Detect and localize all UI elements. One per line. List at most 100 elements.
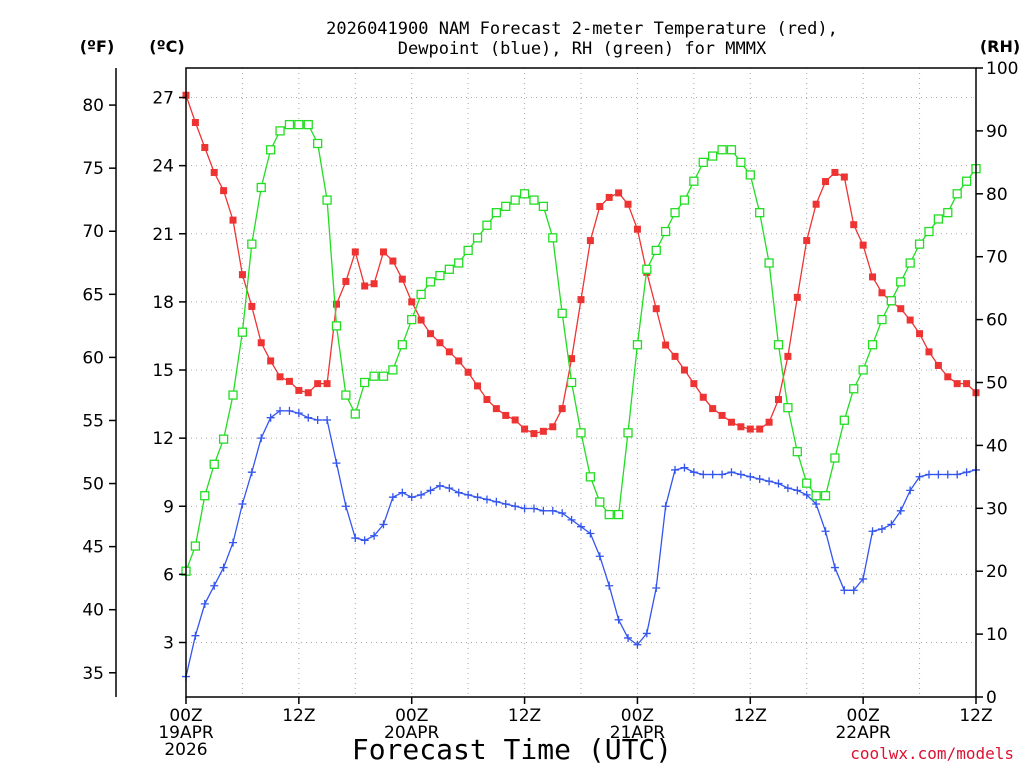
temperature-point-41 — [568, 355, 576, 363]
temperature-point-53 — [680, 366, 688, 374]
temperature-point-24 — [408, 298, 416, 306]
temperature-point-71 — [850, 221, 858, 229]
dewpoint-point-81 — [943, 470, 952, 479]
temperature-point-66 — [803, 237, 811, 245]
rh-point-74 — [877, 314, 887, 325]
dewpoint-point-4 — [219, 563, 228, 572]
rh-point-56 — [708, 151, 718, 161]
dewpoint-point-75 — [887, 520, 896, 529]
rh-point-47 — [623, 428, 633, 438]
rh-point-3 — [209, 459, 219, 469]
temperature-point-6 — [238, 271, 246, 279]
temperature-point-33 — [492, 405, 500, 413]
dewpoint-point-31 — [473, 493, 482, 502]
rh-point-7 — [247, 239, 257, 249]
temperature-point-12 — [295, 386, 303, 394]
rh-point-34 — [501, 201, 511, 212]
temperature-point-35 — [511, 416, 519, 424]
dewpoint-point-61 — [755, 475, 764, 484]
dewpoint-point-83 — [962, 468, 971, 477]
temperature-point-68 — [822, 178, 830, 186]
celsius-tick-label-21: 21 — [152, 225, 174, 245]
dewpoint-point-44 — [595, 552, 604, 561]
fahrenheit-tick-label-60: 60 — [82, 348, 104, 368]
dewpoint-point-60 — [746, 472, 755, 481]
temperature-point-48 — [633, 225, 641, 233]
rh-point-29 — [454, 258, 464, 268]
dewpoint-point-64 — [783, 484, 792, 493]
rh-point-53 — [679, 195, 690, 205]
temperature-point-76 — [897, 305, 905, 313]
dewpoint-point-40 — [558, 509, 567, 518]
temperature-point-21 — [380, 248, 387, 256]
temperature-point-70 — [840, 173, 848, 181]
x-tick-label-48-1: 21APR — [610, 723, 666, 743]
rh-tick-label-40: 40 — [986, 436, 1008, 456]
x-tick-label-0-0: 00Z — [169, 706, 202, 726]
fahrenheit-tick-label-50: 50 — [82, 475, 104, 495]
rh-unit-label: (RH) — [980, 37, 1020, 56]
fahrenheit-tick-label-80: 80 — [82, 96, 104, 116]
chart-title-line-2: Dewpoint (blue), RH (green) for MMMX — [398, 39, 767, 59]
dewpoint-point-78 — [915, 472, 924, 481]
rh-point-81 — [943, 208, 953, 218]
temperature-line — [185, 94, 977, 435]
temperature-point-29 — [455, 357, 463, 365]
celsius-tick-label-9: 9 — [163, 497, 174, 517]
credit-text: coolwx.com/models — [850, 744, 1014, 763]
rh-point-18 — [350, 409, 360, 419]
rh-point-76 — [896, 277, 906, 287]
rh-point-79 — [924, 226, 934, 237]
fahrenheit-tick-label-35: 35 — [82, 664, 104, 684]
dewpoint-point-53 — [680, 463, 689, 472]
rh-point-22 — [388, 365, 398, 375]
rh-point-39 — [548, 233, 558, 243]
rh-point-2 — [200, 491, 210, 501]
temperature-point-36 — [521, 425, 529, 433]
rh-point-73 — [867, 340, 878, 350]
rh-point-83 — [961, 176, 972, 186]
temperature-point-42 — [577, 296, 585, 304]
dewpoint-point-67 — [812, 499, 821, 508]
rh-point-35 — [510, 195, 520, 205]
dewpoint-point-56 — [708, 470, 717, 479]
dewpoint-point-3 — [210, 581, 219, 590]
rh-point-24 — [407, 314, 417, 325]
rh-point-60 — [745, 170, 755, 180]
rh-point-58 — [726, 145, 737, 155]
rh-point-26 — [425, 277, 436, 287]
temperature-point-27 — [436, 339, 444, 347]
dewpoint-point-46 — [614, 615, 623, 624]
dewpoint-point-45 — [605, 581, 614, 590]
dewpoint-point-17 — [341, 502, 350, 511]
temperature-point-73 — [869, 273, 877, 281]
dewpoint-point-12 — [294, 409, 303, 418]
temperature-point-78 — [916, 330, 924, 338]
dewpoint-point-57 — [718, 470, 727, 479]
rh-tick-label-20: 20 — [986, 562, 1008, 582]
dewpoint-point-19 — [360, 536, 369, 545]
dewpoint-point-18 — [351, 534, 360, 543]
rh-point-72 — [858, 365, 868, 375]
dewpoint-point-52 — [671, 465, 680, 474]
rh-point-68 — [820, 491, 831, 501]
temperature-point-63 — [775, 396, 782, 404]
dewpoint-point-8 — [257, 434, 266, 443]
temperature-point-74 — [878, 289, 886, 297]
fahrenheit-tick-label-75: 75 — [82, 159, 104, 179]
rh-point-25 — [416, 289, 426, 300]
dewpoint-point-14 — [313, 415, 322, 424]
temperature-point-77 — [906, 316, 914, 324]
rh-tick-label-30: 30 — [986, 499, 1008, 519]
dewpoint-point-38 — [539, 506, 548, 515]
temperature-point-61 — [756, 425, 764, 433]
dewpoint-point-41 — [567, 515, 576, 524]
temperature-point-26 — [427, 330, 435, 338]
temperature-point-57 — [718, 411, 726, 419]
dewpoint-point-34 — [501, 499, 510, 508]
dewpoint-point-80 — [934, 470, 943, 479]
temperature-point-55 — [699, 393, 707, 401]
temperature-point-7 — [248, 302, 256, 310]
rh-point-11 — [284, 119, 295, 130]
dewpoint-point-6 — [238, 499, 247, 508]
